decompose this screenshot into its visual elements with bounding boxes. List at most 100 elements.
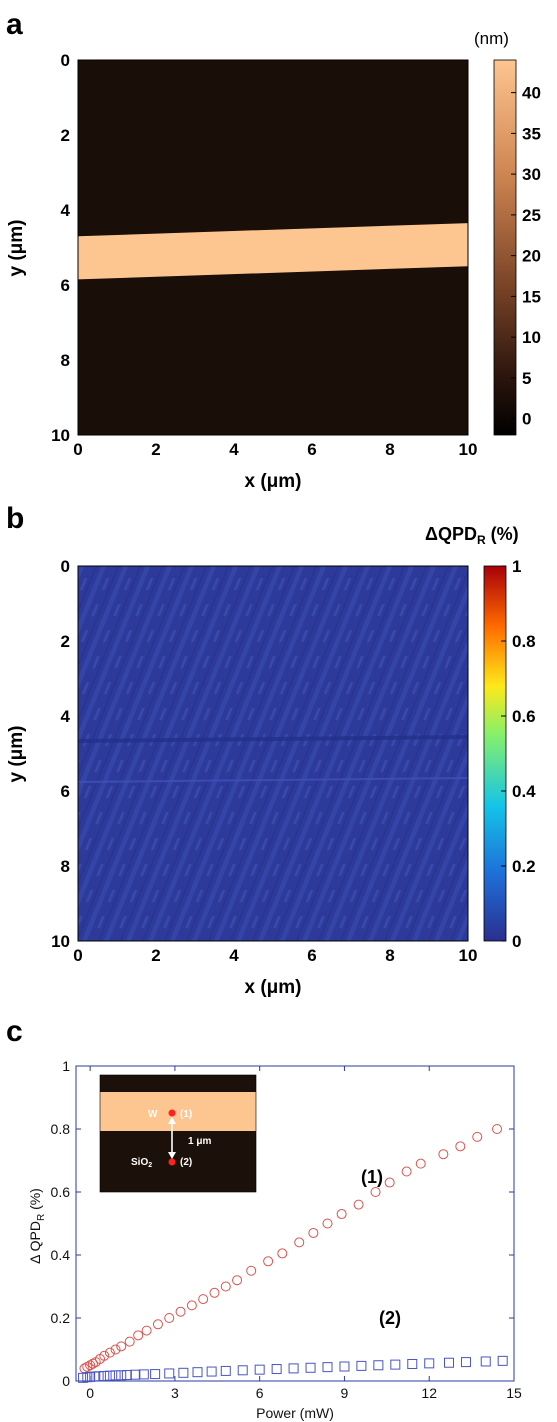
heatmap-a-xtick-5: 10 (459, 440, 478, 459)
inset-point-1 (168, 1109, 176, 1117)
heatmap-b-xlabel: x (μm) (244, 977, 301, 998)
heatmap-a-xtick-4: 8 (385, 440, 394, 459)
series-1-point-26 (322, 1218, 333, 1229)
heatmap-a-xtick-0: 0 (73, 440, 82, 459)
series-1-point-32 (415, 1158, 426, 1169)
series-1-point-13 (152, 1319, 163, 1330)
series-2-point-7 (110, 1370, 121, 1381)
series-1-point-23 (277, 1248, 288, 1259)
series-1-point-2 (85, 1360, 96, 1371)
series-1-point-29 (370, 1187, 381, 1197)
heatmap-a-ylabel: y (μm) (6, 219, 27, 276)
series-1-point-36 (492, 1124, 503, 1134)
series-2-point-9 (121, 1370, 132, 1381)
heatmap-b-edge-line-top (77, 735, 469, 743)
series-2-point-31 (460, 1357, 471, 1368)
heatmap-a-xtick-1: 2 (151, 440, 160, 459)
colorbar-a-tick-5: 25 (522, 206, 541, 225)
scatter-c-xtick-2: 6 (256, 1385, 264, 1401)
colorbar-a-tick-7: 35 (522, 124, 541, 143)
heatmap-b-background (78, 566, 468, 941)
heatmap-b-xtick-4: 8 (385, 946, 394, 965)
scatter-c-ytick-1: 0.2 (51, 1310, 71, 1326)
series-2-point-24 (339, 1361, 350, 1372)
inset-label-w: W (148, 1109, 158, 1120)
scatter-c-xtick-1: 3 (171, 1385, 179, 1401)
scatter-c-xtick-4: 12 (421, 1385, 437, 1401)
heatmap-b-ytick-4: 8 (61, 857, 70, 876)
inset-label-2: (2) (180, 1157, 192, 1168)
annotation-series-2: (2) (379, 1308, 401, 1328)
inset-label-1: (1) (180, 1109, 192, 1120)
inset-label-sio2: SiO2 (131, 1157, 152, 1169)
heatmap-a-ytick-0: 0 (61, 51, 70, 70)
colorbar-b-tick-4: 0.8 (512, 632, 536, 651)
series-1-point-20 (232, 1275, 243, 1286)
colorbar-b-tick-2: 0.4 (512, 782, 536, 801)
series-1-point-35 (472, 1131, 483, 1142)
heatmap-b-ytick-2: 4 (61, 707, 71, 726)
series-2-point-28 (407, 1358, 418, 1369)
colorbar-a-tick-8: 40 (522, 84, 541, 103)
series-2-point-18 (237, 1365, 248, 1376)
heatmap-a-xtick-3: 6 (307, 440, 316, 459)
series-1-point-21 (246, 1265, 257, 1276)
scatter-c-ytick-4: 0.8 (51, 1121, 71, 1137)
scatter-c-ytick-0: 0 (62, 1373, 70, 1389)
series-1-point-3 (87, 1358, 98, 1369)
heatmap-a-xtick-2: 4 (229, 440, 239, 459)
series-2-point-10 (130, 1369, 141, 1380)
series-2-point-23 (322, 1362, 333, 1373)
scatter-c-xtick-3: 9 (341, 1385, 349, 1401)
series-2-point-12 (150, 1369, 161, 1380)
scatter-c-ytick-3: 0.6 (51, 1184, 71, 1200)
heatmap-b-ytick-5: 10 (51, 932, 70, 951)
series-2-point-8 (116, 1370, 127, 1381)
series-2-point-4 (93, 1371, 104, 1382)
heatmap-b-edge-line-bottom (77, 777, 469, 783)
scatter-c-xtick-5: 15 (506, 1385, 522, 1401)
heatmap-a-ytick-3: 6 (61, 276, 70, 295)
series-1-point-22 (263, 1256, 274, 1267)
series-1-point-11 (133, 1330, 144, 1341)
colorbar-a-tick-0: 0 (522, 410, 531, 429)
series-1-point-27 (336, 1209, 347, 1220)
series-1-point-10 (124, 1336, 135, 1347)
heatmap-a-ytick-5: 10 (51, 426, 70, 445)
heatmap-b-ylabel: y (μm) (6, 725, 27, 782)
heatmap-b-xtick-2: 4 (229, 946, 239, 965)
inset-arrow-head-down (168, 1152, 176, 1159)
colorbar-a-title: (nm) (474, 29, 509, 48)
heatmap-b-frame (77, 565, 469, 942)
inset-point-2 (168, 1158, 176, 1166)
panel-letter-b: b (6, 502, 24, 535)
scatter-c-ytick-5: 1 (62, 1058, 70, 1074)
series-1-point-25 (308, 1227, 319, 1238)
heatmap-b-xtick-5: 10 (459, 946, 478, 965)
series-1-point-16 (186, 1300, 197, 1311)
series-1-point-14 (164, 1313, 175, 1323)
series-1-point-9 (116, 1341, 127, 1352)
panel-letter-c: c (6, 1015, 23, 1048)
heatmap-b-ytick-0: 0 (61, 557, 70, 576)
series-2-point-26 (373, 1360, 384, 1371)
colorbar-a-tick-3: 15 (522, 287, 541, 306)
heatmap-a-ytick-2: 4 (61, 201, 71, 220)
heatmap-b-xtick-1: 2 (151, 946, 160, 965)
series-2-point-22 (305, 1362, 316, 1373)
colorbar-a-tick-6: 30 (522, 165, 541, 184)
series-2-point-16 (206, 1366, 217, 1377)
series-2-point-19 (254, 1364, 265, 1375)
heatmap-b-ytick-3: 6 (61, 782, 70, 801)
series-2-point-17 (220, 1365, 231, 1376)
series-2-point-11 (138, 1369, 149, 1380)
series-1-point-6 (99, 1350, 110, 1361)
series-1-point-34 (455, 1141, 466, 1152)
inset-image: W (1) 1 μm SiO2 (2) (99, 1074, 257, 1193)
series-2-point-5 (99, 1370, 110, 1381)
series-2-point-25 (356, 1360, 367, 1371)
series-2-point-15 (192, 1367, 203, 1378)
series-2-point-33 (497, 1355, 508, 1366)
series-1-point-24 (294, 1237, 305, 1248)
